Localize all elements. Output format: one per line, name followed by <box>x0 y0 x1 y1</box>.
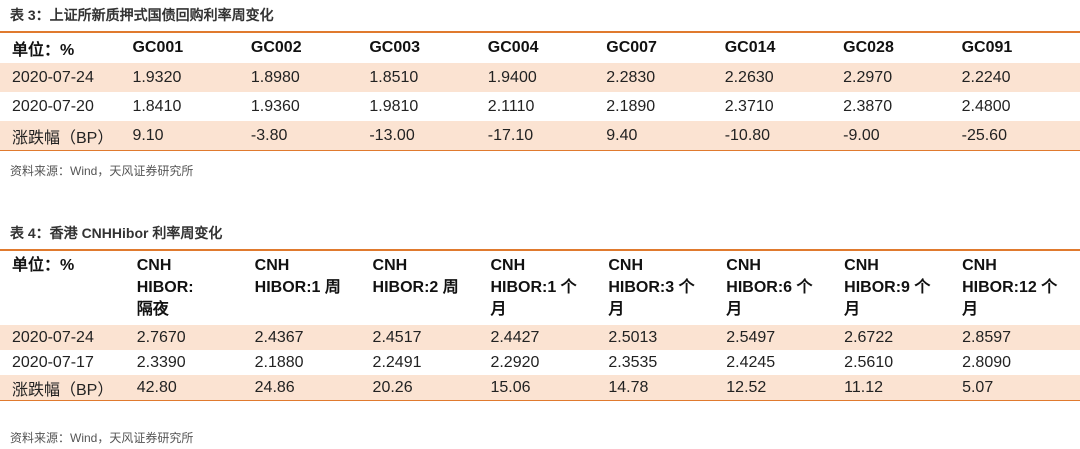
header-cell: GC028 <box>843 39 894 56</box>
table-cell: 2.2970 <box>843 68 893 86</box>
header-cell: GC001 <box>132 39 184 56</box>
table-row: 2020-07-17 2.3390 2.1880 2.2491 2.2920 2… <box>0 350 1080 375</box>
header-cell: CNH HIBOR:12 个 月 <box>962 257 1058 318</box>
header-cell: CNH HIBOR:3 个 月 <box>608 257 695 318</box>
table-cell: 9.40 <box>606 126 638 144</box>
table-cell: -3.80 <box>250 126 288 144</box>
table-cell: -25.60 <box>961 126 1007 144</box>
header-cell: CNH HIBOR:1 周 <box>254 257 341 296</box>
table-header-row: 单位：% GC001 GC002 GC003 GC004 GC007 GC014… <box>0 33 1080 63</box>
table-cell: -9.00 <box>843 126 880 144</box>
table-cell: 2.8090 <box>962 353 1012 371</box>
table-cell: 2020-07-20 <box>12 97 94 115</box>
table-3-source: 资料来源：Wind，天风证券研究所 <box>10 164 194 178</box>
header-cell: GC002 <box>250 39 302 56</box>
table-cell: 1.8980 <box>250 68 300 86</box>
table-4-source: 资料来源：Wind，天风证券研究所 <box>10 431 194 445</box>
table-cell: 2.5013 <box>608 328 658 346</box>
table-cell: 24.86 <box>254 378 295 396</box>
header-cell: CNH HIBOR: 隔夜 <box>136 257 194 318</box>
table-cell: 1.9400 <box>487 68 537 86</box>
table-cell: 2.4245 <box>726 353 776 371</box>
table-cell: 1.8410 <box>132 97 182 115</box>
table-cell: 2020-07-24 <box>12 328 94 346</box>
table-row: 涨跌幅（BP） 9.10 -3.80 -13.00 -17.10 9.40 -1… <box>0 121 1080 150</box>
table-cell: 1.9810 <box>369 97 419 115</box>
table-cell: 2.4367 <box>254 328 304 346</box>
table-cell: 2.5497 <box>726 328 776 346</box>
repo-rate-table: 单位：% GC001 GC002 GC003 GC004 GC007 GC014… <box>0 31 1080 151</box>
table-cell: 20.26 <box>372 378 413 396</box>
table-row: 2020-07-24 2.7670 2.4367 2.4517 2.4427 2… <box>0 325 1080 350</box>
table-cell: 2.1880 <box>254 353 304 371</box>
table-cell: -13.00 <box>369 126 415 144</box>
table-cell: 2.3535 <box>608 353 658 371</box>
table-cell: 2.8597 <box>962 328 1012 346</box>
header-cell: GC091 <box>961 39 1013 56</box>
table-cell: 2.6722 <box>844 328 894 346</box>
table-cell: 2.1890 <box>606 97 656 115</box>
header-cell: GC003 <box>369 39 421 56</box>
table-cell: 2020-07-24 <box>12 68 94 86</box>
table-cell: 2020-07-17 <box>12 353 94 371</box>
table-cell: 2.2920 <box>490 353 540 371</box>
table-cell: 1.9320 <box>132 68 182 86</box>
table-4-title: 表 4：香港 CNHHibor 利率周变化 <box>10 225 223 241</box>
table-cell: 2.4427 <box>490 328 540 346</box>
table-cell: 42.80 <box>136 378 177 396</box>
table-cell: 9.10 <box>132 126 164 144</box>
table-cell: -17.10 <box>487 126 534 144</box>
table-cell: 2.4800 <box>961 97 1011 115</box>
header-cell: CNH HIBOR:6 个 月 <box>726 257 813 318</box>
cnh-hibor-table: 单位：% CNH HIBOR: 隔夜 CNH HIBOR:1 周 CNH HIB… <box>0 249 1080 401</box>
table-row: 2020-07-24 1.9320 1.8980 1.8510 1.9400 2… <box>0 63 1080 92</box>
table-cell: 1.8510 <box>369 68 419 86</box>
header-cell: GC004 <box>487 39 539 56</box>
table-cell: 涨跌幅（BP） <box>12 381 114 399</box>
table-row: 涨跌幅（BP） 42.80 24.86 20.26 15.06 14.78 12… <box>0 375 1080 400</box>
header-cell: CNH HIBOR:2 周 <box>372 257 459 296</box>
header-cell: CNH HIBOR:1 个 月 <box>490 257 577 318</box>
table-cell: 2.4517 <box>372 328 422 346</box>
table-cell: 2.3870 <box>843 97 893 115</box>
table-row: 2020-07-20 1.8410 1.9360 1.9810 2.1110 2… <box>0 92 1080 121</box>
table-cell: 涨跌幅（BP） <box>12 129 114 147</box>
table-cell: -10.80 <box>724 126 771 144</box>
table-cell: 2.2630 <box>724 68 774 86</box>
table-cell: 14.78 <box>608 378 649 396</box>
table-cell: 2.7670 <box>136 328 186 346</box>
table-header-row: 单位：% CNH HIBOR: 隔夜 CNH HIBOR:1 周 CNH HIB… <box>0 251 1080 325</box>
header-cell: 单位：% <box>12 257 75 274</box>
table-cell: 15.06 <box>490 378 531 396</box>
table-3-title: 表 3：上证所新质押式国债回购利率周变化 <box>10 7 274 23</box>
table-cell: 2.1110 <box>487 97 535 115</box>
table-cell: 2.2491 <box>372 353 422 371</box>
table-cell: 2.3390 <box>136 353 186 371</box>
table-cell: 12.52 <box>726 378 767 396</box>
header-cell: GC007 <box>606 39 657 56</box>
header-cell: GC014 <box>724 39 776 56</box>
table-cell: 2.2830 <box>606 68 656 86</box>
table-cell: 11.12 <box>844 378 884 396</box>
table-cell: 2.2240 <box>961 68 1011 86</box>
table-cell: 2.5610 <box>844 353 894 371</box>
table-cell: 2.3710 <box>724 97 774 115</box>
table-cell: 5.07 <box>962 378 994 396</box>
header-cell: CNH HIBOR:9 个 月 <box>844 257 931 318</box>
header-cell: 单位：% <box>12 42 75 59</box>
table-cell: 1.9360 <box>250 97 300 115</box>
